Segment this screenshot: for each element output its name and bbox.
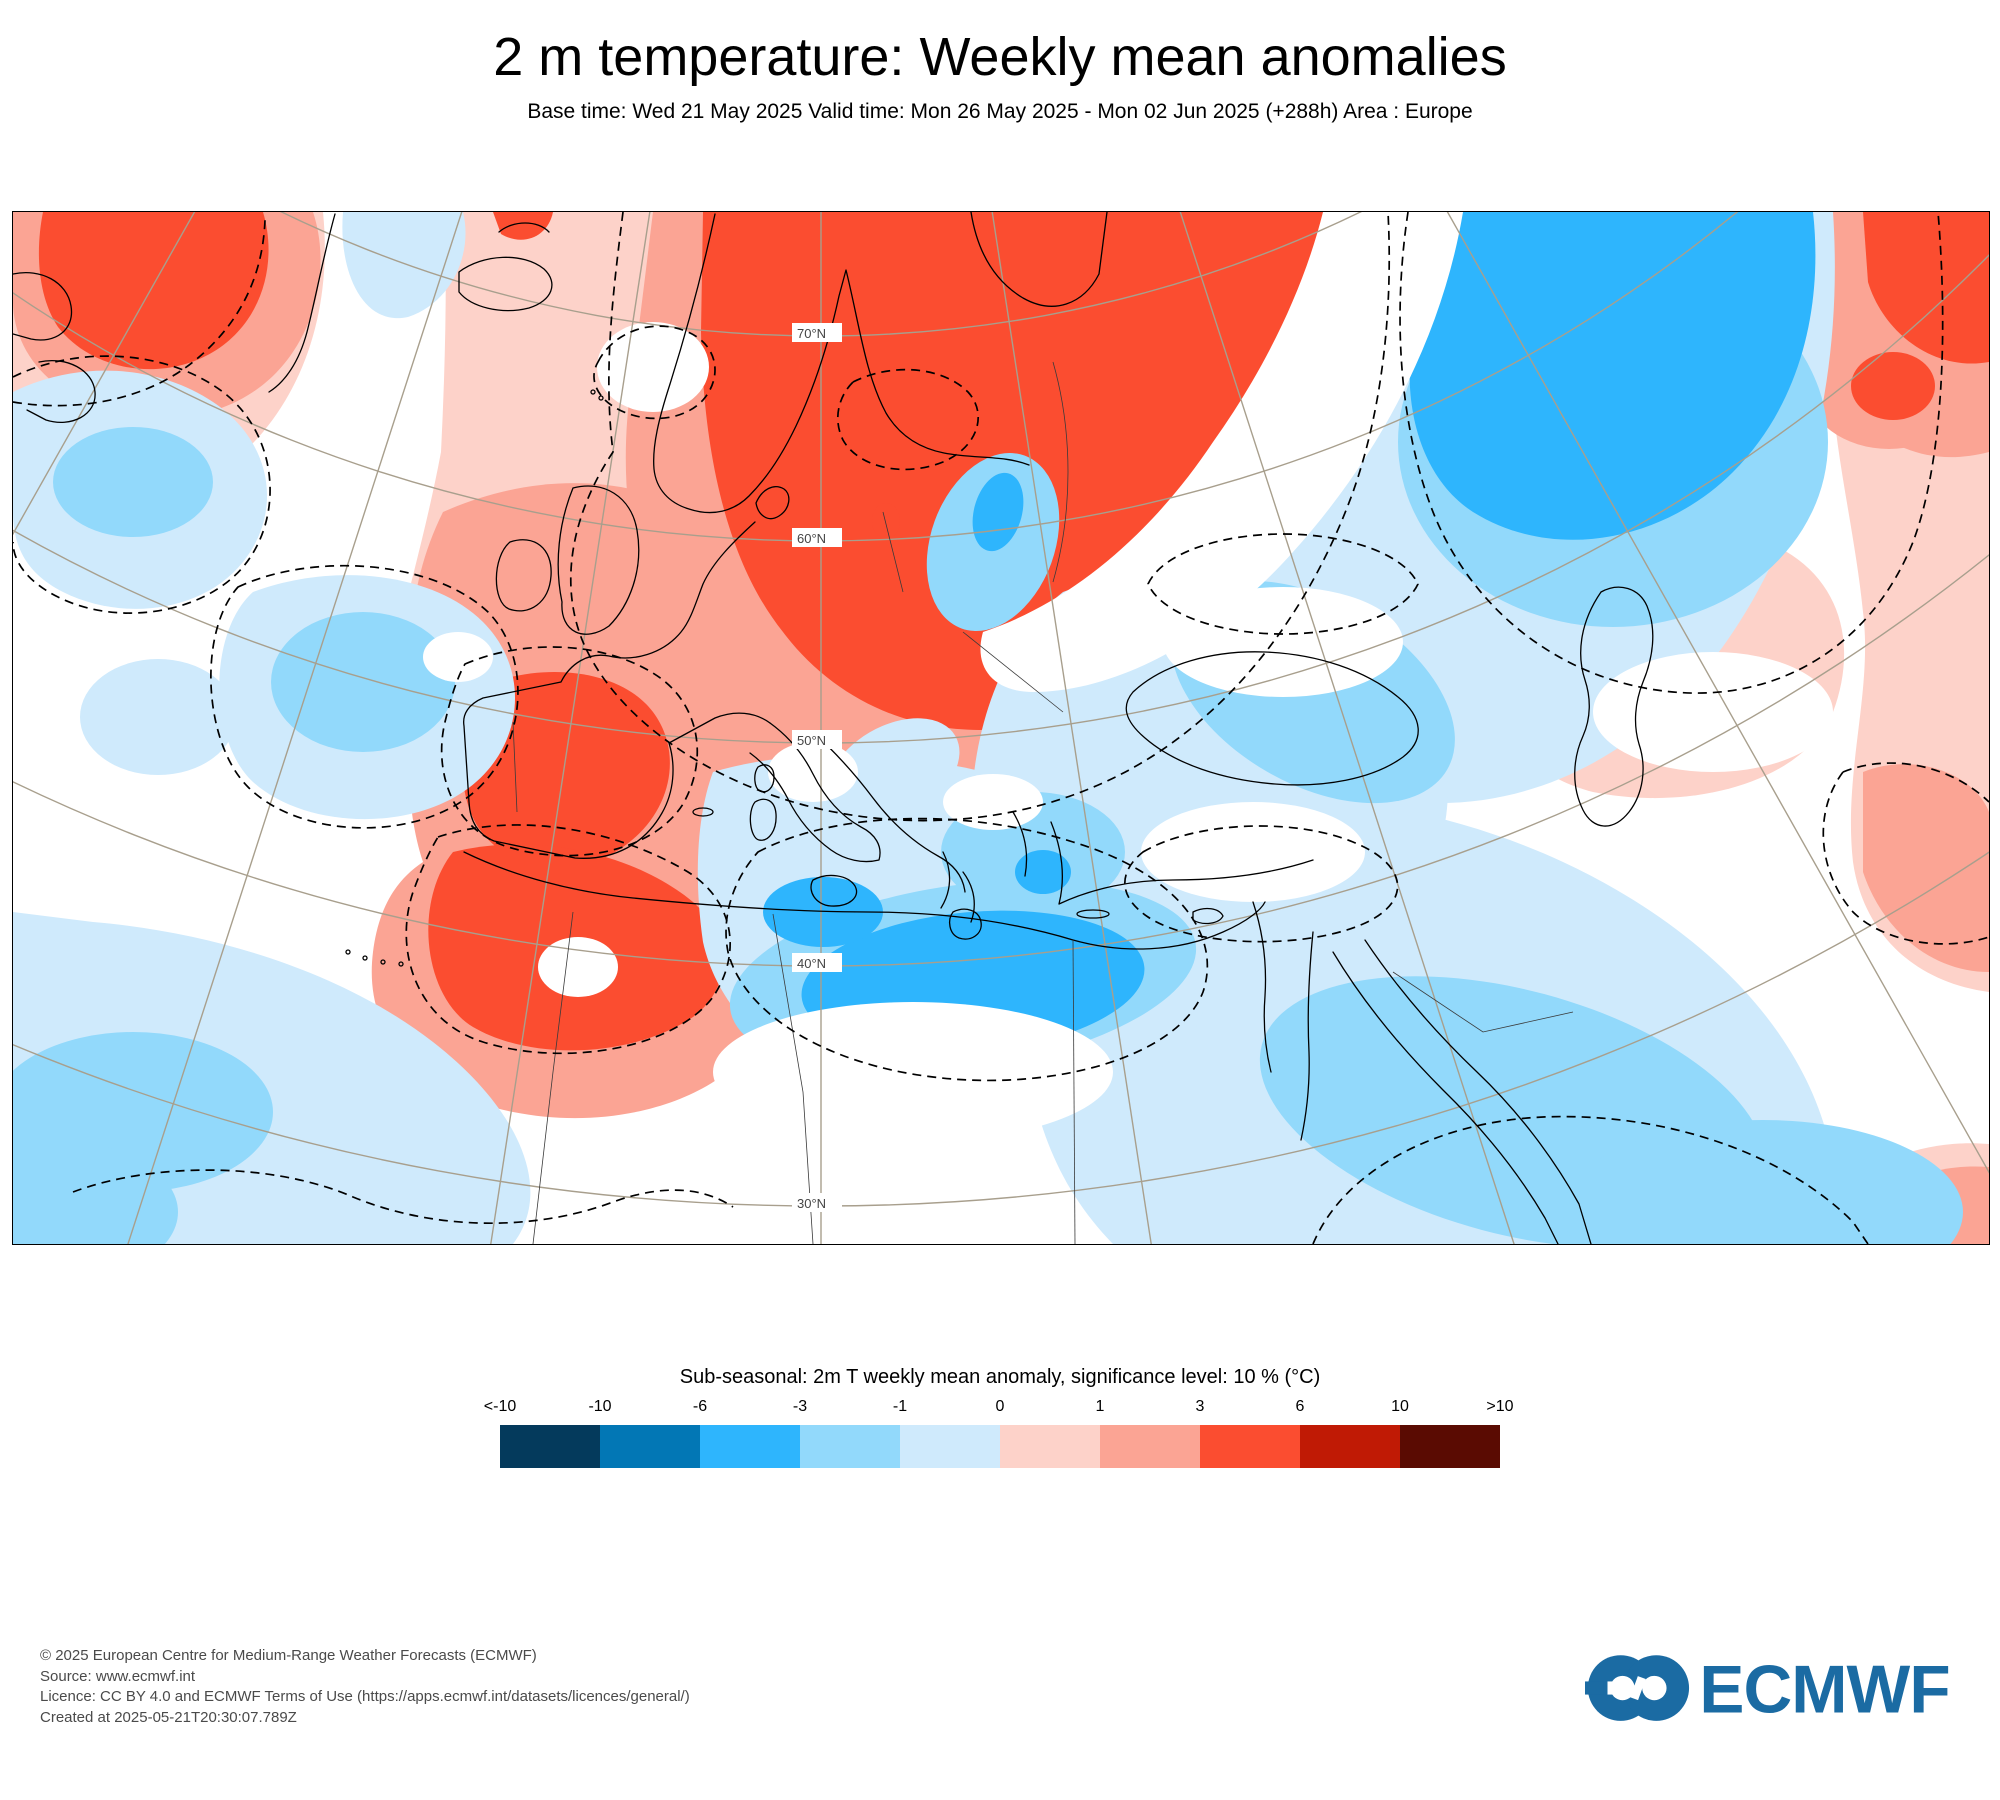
page-title: 2 m temperature: Weekly mean anomalies	[493, 27, 1507, 87]
colorbar-tick-label: -1	[892, 1398, 908, 1415]
neutral-white-patches	[423, 212, 1833, 1142]
colorbar-tick-label: -6	[692, 1398, 708, 1415]
colorbar-tick-label: 6	[1295, 1398, 1305, 1415]
footer-licence: Licence: CC BY 4.0 and ECMWF Terms of Us…	[40, 1688, 690, 1705]
colorbar-swatch	[1100, 1425, 1200, 1468]
lat-label-60n: 60°N	[797, 531, 826, 546]
lat-label-50n: 50°N	[797, 733, 826, 748]
colorbar-swatch	[1200, 1425, 1300, 1468]
colorbar-tick-label: 3	[1195, 1398, 1205, 1415]
footer-source: Source: www.ecmwf.int	[40, 1667, 196, 1685]
colorbar-tick-label: >10	[1486, 1398, 1514, 1415]
lat-label-30n: 30°N	[797, 1196, 826, 1211]
colorbar-swatch	[1400, 1425, 1500, 1468]
coastlines	[13, 212, 1654, 1244]
significance-contours	[13, 212, 1989, 1244]
ecmwf-logo: ECMWF	[1585, 1648, 1960, 1728]
anomaly-map-canvas: 70°N 60°N 50°N 40°N 30°N	[13, 212, 1989, 1244]
colorbar-swatch	[500, 1425, 600, 1468]
colorbar-swatch	[1000, 1425, 1100, 1468]
colorbar-ticks: <-10 -10 -6 -3 -1 0 1 3 6 10 >10	[484, 1398, 1514, 1418]
colorbar-tick-label: 1	[1095, 1398, 1105, 1415]
colorbar-swatch	[700, 1425, 800, 1468]
colorbar-swatch	[800, 1425, 900, 1468]
ecmwf-logo-text: ECMWF	[1699, 1652, 1949, 1727]
colorbar-swatch	[1300, 1425, 1400, 1468]
colorbar-tick-label: 0	[995, 1398, 1005, 1415]
colorbar-swatch	[600, 1425, 700, 1468]
country-borders	[512, 361, 1574, 1244]
page-subtitle: Base time: Wed 21 May 2025 Valid time: M…	[527, 100, 1473, 123]
colorbar-tick-label: -10	[588, 1398, 612, 1415]
ecmwf-logo-mark: ECMWF	[1585, 1652, 1951, 1727]
footer-attribution: © 2025 European Centre for Medium-Range …	[40, 1646, 690, 1728]
lat-label-70n: 70°N	[797, 326, 826, 341]
colorbar-tick-label: 10	[1391, 1398, 1409, 1415]
temperature-anomaly-map: 70°N 60°N 50°N 40°N 30°N	[12, 211, 1990, 1245]
graticule-labels: 70°N 60°N 50°N 40°N 30°N	[792, 323, 842, 1212]
legend-title: Sub-seasonal: 2m T weekly mean anomaly, …	[679, 1366, 1321, 1388]
lat-label-40n: 40°N	[797, 956, 826, 971]
colorbar	[500, 1425, 1500, 1468]
footer-created-at: Created at 2025-05-21T20:30:07.789Z	[40, 1708, 297, 1726]
footer-copyright: © 2025 European Centre for Medium-Range …	[40, 1647, 537, 1664]
colorbar-tick-label: -3	[792, 1398, 808, 1415]
colorbar-swatch	[900, 1425, 1000, 1468]
colorbar-tick-label: <-10	[483, 1398, 517, 1415]
